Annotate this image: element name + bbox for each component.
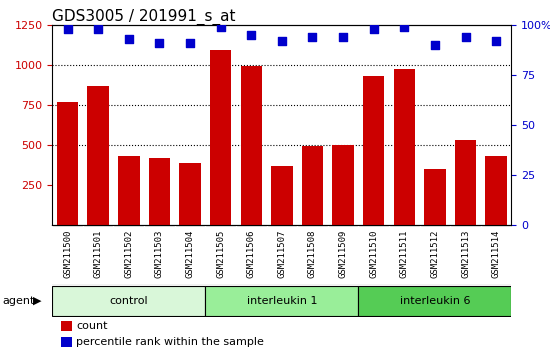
Text: GSM211511: GSM211511 (400, 230, 409, 278)
Text: GSM211506: GSM211506 (247, 230, 256, 278)
Text: GSM211514: GSM211514 (492, 230, 500, 278)
Point (369, 26, 378, 32)
Bar (302, 147, 323, 225)
Text: ▶: ▶ (33, 296, 41, 306)
Bar (57, 102, 78, 225)
Point (492, 38, 500, 44)
Bar (148, 158, 170, 225)
Bar (394, 69, 415, 225)
Text: control: control (109, 296, 148, 306)
Point (216, 24, 225, 30)
Bar (118, 156, 140, 225)
Text: GSM211512: GSM211512 (431, 230, 439, 278)
Point (461, 34, 470, 40)
Text: GSM211502: GSM211502 (124, 230, 133, 278)
Point (185, 40, 194, 46)
FancyBboxPatch shape (205, 286, 359, 316)
Text: GSM211509: GSM211509 (339, 230, 348, 278)
Text: GSM211504: GSM211504 (185, 230, 195, 278)
Bar (486, 156, 507, 225)
FancyBboxPatch shape (359, 286, 512, 316)
Text: agent: agent (3, 296, 35, 306)
Point (124, 36, 133, 42)
Bar (240, 67, 262, 225)
Text: interleukin 1: interleukin 1 (246, 296, 317, 306)
Bar (179, 163, 201, 225)
Text: interleukin 6: interleukin 6 (400, 296, 470, 306)
Text: GSM211501: GSM211501 (94, 230, 103, 278)
Point (308, 34, 317, 40)
Text: GDS3005 / 201991_s_at: GDS3005 / 201991_s_at (52, 8, 236, 25)
FancyBboxPatch shape (52, 286, 205, 316)
Text: percentile rank within the sample: percentile rank within the sample (76, 337, 264, 347)
Bar (363, 76, 384, 225)
Text: GSM211507: GSM211507 (277, 230, 287, 278)
Bar (424, 169, 446, 225)
Bar (87, 86, 109, 225)
Point (63, 26, 72, 32)
Text: GSM211505: GSM211505 (216, 230, 225, 278)
Point (431, 42, 439, 48)
Bar (271, 166, 293, 225)
Point (155, 40, 164, 46)
Bar (62, 321, 72, 331)
Bar (455, 140, 476, 225)
Point (277, 38, 286, 44)
Text: GSM211513: GSM211513 (461, 230, 470, 278)
Point (247, 32, 256, 38)
Text: GSM211510: GSM211510 (369, 230, 378, 278)
Point (400, 24, 409, 30)
Point (339, 34, 348, 40)
Point (94, 26, 102, 32)
Text: GSM211500: GSM211500 (63, 230, 72, 278)
Text: GSM211508: GSM211508 (308, 230, 317, 278)
Text: GSM211503: GSM211503 (155, 230, 164, 278)
Bar (210, 50, 232, 225)
Bar (332, 145, 354, 225)
Text: count: count (76, 321, 108, 331)
Bar (62, 337, 72, 347)
